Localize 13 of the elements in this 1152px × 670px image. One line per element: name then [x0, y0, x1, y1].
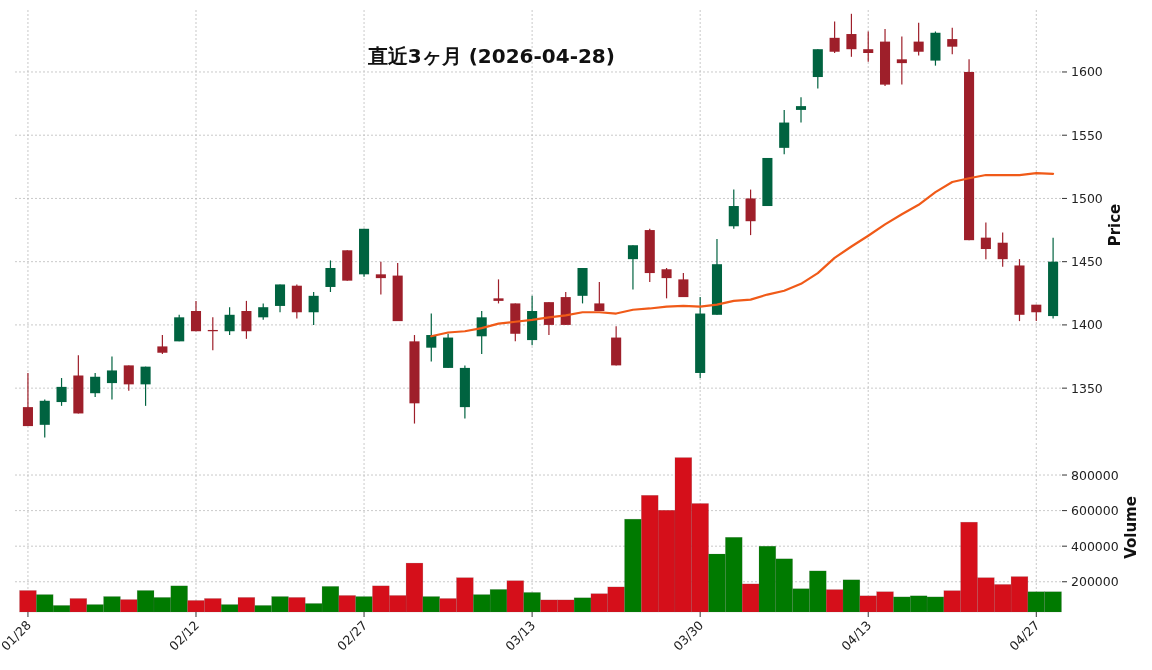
- y-tick-label: 400000: [1071, 538, 1119, 554]
- y-tick-label: 1450: [1071, 254, 1103, 270]
- y-tick-label: 800000: [1071, 467, 1119, 483]
- y-tick-label: 1550: [1071, 127, 1103, 143]
- y-axis-title: Volume: [1122, 496, 1140, 559]
- text: 直近3ヶ月 (2026-04-28): [366, 44, 615, 68]
- y-tick-label: 600000: [1071, 503, 1119, 519]
- y-tick-label: 200000: [1071, 574, 1119, 590]
- y-axis-title: Price: [1106, 203, 1124, 247]
- y-tick-label: 1400: [1071, 317, 1103, 333]
- y-tick-label: 1600: [1071, 64, 1103, 80]
- y-tick-label: 1500: [1071, 190, 1103, 206]
- y-tick-label: 1350: [1071, 380, 1103, 396]
